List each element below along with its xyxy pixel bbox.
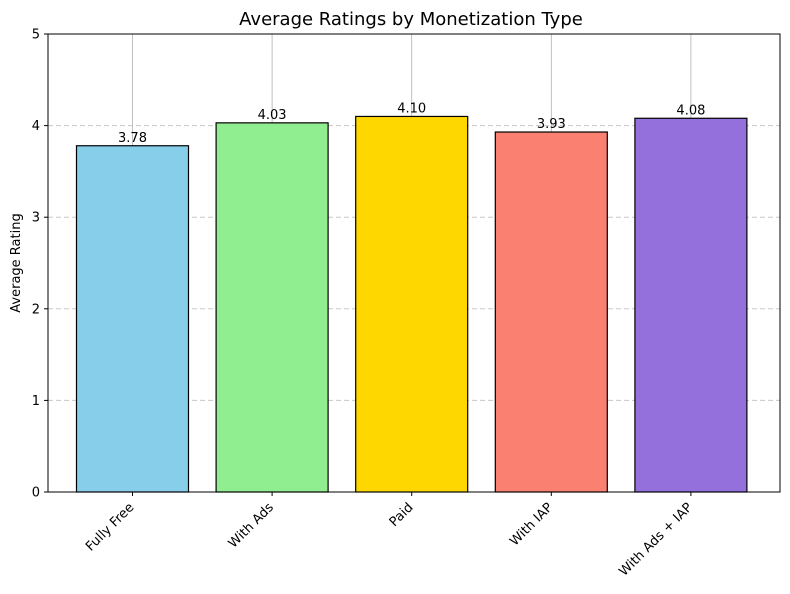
value-label: 3.78 [118, 131, 147, 146]
value-label: 4.10 [397, 101, 426, 116]
value-label: 3.93 [537, 117, 566, 132]
bar-paid [355, 115, 469, 493]
y-axis: 0 1 2 3 4 5 [32, 28, 48, 501]
bar-with-ads-iap [634, 117, 748, 493]
x-tick-label: With Ads [226, 500, 277, 551]
value-labels: 3.78 4.03 4.10 3.93 4.08 [118, 101, 705, 145]
chart-title: Average Ratings by Monetization Type [239, 9, 583, 30]
y-tick-label: 3 [32, 211, 40, 226]
bar-with-iap [494, 131, 608, 493]
bars [75, 115, 748, 493]
y-tick-label: 2 [32, 302, 40, 317]
y-tick-label: 5 [32, 28, 40, 43]
y-tick-label: 1 [32, 394, 40, 409]
plot-frame [47, 33, 781, 493]
x-tick-label: Paid [387, 500, 417, 530]
x-axis: Fully Free With Ads Paid With IAP With Ads +… [83, 492, 696, 579]
y-tick-label: 0 [32, 486, 40, 501]
x-tick-label: With IAP [507, 500, 556, 549]
y-axis-label: Average Rating [9, 213, 24, 312]
x-tick-label: Fully Free [83, 500, 137, 554]
x-tick-label: With Ads + IAP [616, 500, 695, 579]
bar-fully-free [75, 145, 190, 493]
y-tick-label: 4 [32, 119, 40, 134]
value-label: 4.08 [676, 103, 705, 118]
value-label: 4.03 [258, 108, 287, 123]
bar-with-ads [215, 122, 329, 493]
